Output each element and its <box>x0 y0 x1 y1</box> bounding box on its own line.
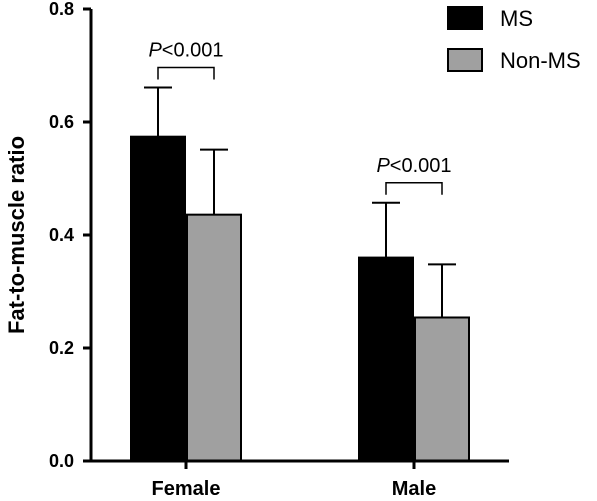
legend-label-ms: MS <box>500 6 533 31</box>
x-tick-label: Male <box>392 478 436 500</box>
p-value-label: P<0.001 <box>376 155 451 177</box>
y-tick-label: 0.2 <box>49 338 74 358</box>
legend-swatch-ms <box>447 6 483 30</box>
bar-non-ms-male <box>414 316 470 462</box>
y-axis-label: Fat-to-muscle ratio <box>4 136 29 334</box>
legend-swatch-non-ms <box>447 48 483 72</box>
legend-label-non-ms: Non-MS <box>500 48 581 73</box>
error-bars-layer <box>144 86 456 318</box>
y-tick-label: 0.6 <box>49 112 74 132</box>
y-tick-label: 0.4 <box>49 225 74 245</box>
bars-layer <box>130 135 470 462</box>
p-value-text: <0.001 <box>162 40 224 62</box>
y-ticks: 0.0 0.2 0.4 0.6 0.8 <box>49 0 91 471</box>
p-value-symbol: P <box>376 155 390 177</box>
bar-ms-male <box>358 256 414 462</box>
significance-bracket <box>157 66 215 80</box>
p-value-label: P<0.001 <box>148 40 223 62</box>
x-ticks: Female Male <box>152 461 436 500</box>
p-value-text: <0.001 <box>390 155 452 177</box>
y-tick-label: 0.0 <box>49 451 74 471</box>
p-value-symbol: P <box>148 40 162 62</box>
bar-ms-female <box>130 135 186 462</box>
legend: MS Non-MS <box>447 6 581 73</box>
significance-bracket <box>385 182 443 195</box>
y-tick-label: 0.8 <box>49 0 74 19</box>
x-tick-label: Female <box>152 478 221 500</box>
bar-non-ms-female <box>186 213 242 462</box>
